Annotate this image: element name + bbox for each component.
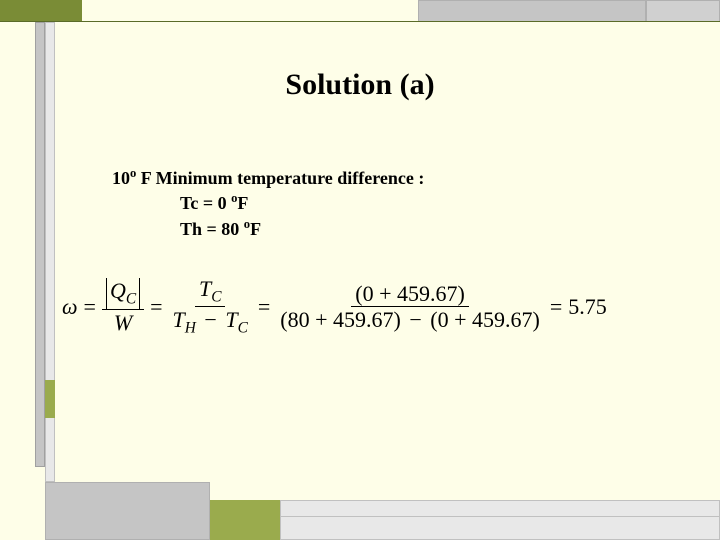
line1-prefix: 10	[112, 168, 130, 188]
deco-olive-bottom	[210, 500, 280, 540]
eq-frac1-num: QC	[102, 278, 144, 310]
equation: ω = QC W = TC TH − TC = (0 + 459.67) (80…	[62, 276, 672, 336]
eq-th-sub: H	[185, 319, 196, 336]
eq-minus-2: −	[406, 307, 424, 332]
eq-omega: ω	[62, 294, 78, 320]
eq-tc3-sub: C	[238, 319, 248, 336]
eq-sign-3: =	[258, 294, 270, 320]
eq-tc2: T	[199, 276, 211, 301]
eq-den-left: (80 + 459.67)	[280, 307, 401, 332]
deco-grey-top-right-2	[646, 0, 720, 22]
eq-sign-1: =	[84, 294, 96, 320]
body-line-2: Tc = 0 oF	[112, 190, 424, 215]
eq-tc3: T	[225, 307, 237, 332]
deco-grey-top-right	[418, 0, 646, 22]
eq-frac-1: QC W	[102, 278, 144, 335]
deco-top-border	[0, 21, 720, 22]
eq-frac2-den: TH − TC	[169, 307, 252, 337]
slide-title: Solution (a)	[0, 68, 720, 102]
equation-row: ω = QC W = TC TH − TC = (0 + 459.67) (80…	[62, 276, 672, 337]
eq-frac1-den: W	[110, 310, 136, 335]
eq-qc: Q	[110, 278, 126, 303]
title-text: Solution (a)	[285, 68, 434, 101]
eq-frac-3: (0 + 459.67) (80 + 459.67) − (0 + 459.67…	[276, 281, 544, 333]
line1-suffix: F Minimum temperature difference :	[136, 168, 424, 188]
line2-text: Tc = 0	[180, 193, 227, 213]
deco-grey-bottom-left	[45, 482, 210, 540]
body-line-1: 10o F Minimum temperature difference :	[112, 165, 424, 190]
body-line-3: Th = 80 oF	[112, 216, 424, 241]
deco-grey-bottom-right-inner	[280, 516, 720, 540]
eq-frac2-num: TC	[195, 276, 226, 307]
eq-abs-qc: QC	[106, 278, 140, 309]
deco-vertical-bar-olive	[45, 380, 55, 418]
line3-text: Th = 80	[180, 219, 239, 239]
eq-qc-sub: C	[126, 290, 136, 307]
eq-frac-2: TC TH − TC	[169, 276, 252, 337]
body-text: 10o F Minimum temperature difference : T…	[112, 165, 424, 241]
eq-tc2-sub: C	[211, 288, 221, 305]
eq-result: 5.75	[568, 294, 607, 320]
eq-minus-1: −	[201, 307, 219, 332]
deco-olive-top-left	[0, 0, 82, 22]
eq-th: T	[173, 307, 185, 332]
line3-unit: F	[250, 219, 261, 239]
eq-frac3-den: (80 + 459.67) − (0 + 459.67)	[276, 307, 544, 332]
eq-sign-2: =	[150, 294, 162, 320]
eq-sign-4: =	[550, 294, 562, 320]
line2-unit: F	[237, 193, 248, 213]
eq-den-right: (0 + 459.67)	[430, 307, 540, 332]
eq-frac3-num: (0 + 459.67)	[351, 281, 469, 307]
